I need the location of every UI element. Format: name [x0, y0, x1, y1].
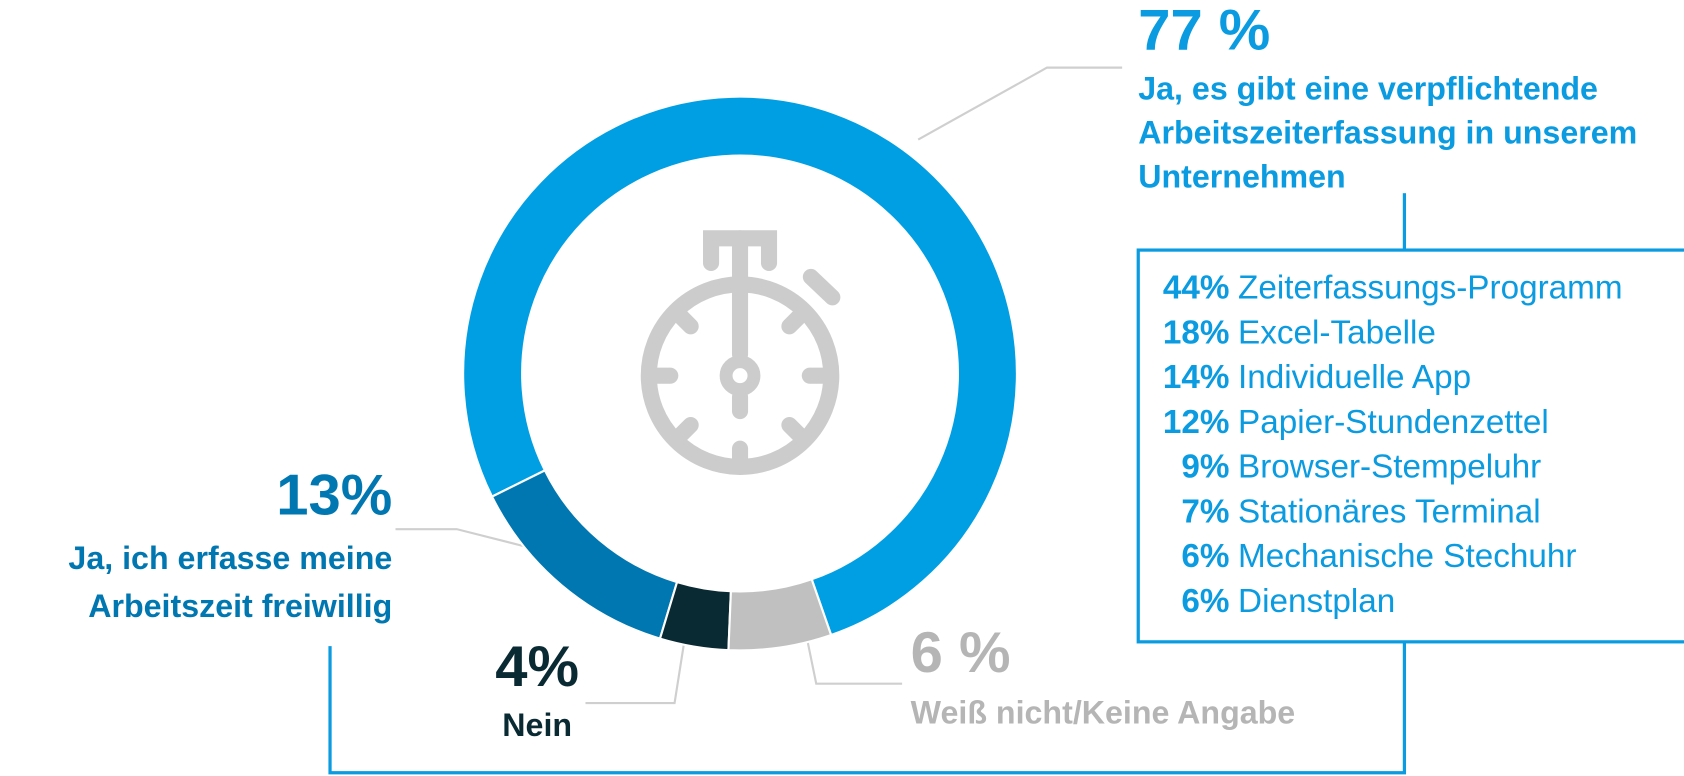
slice-label: Ja, ich erfasse meine	[68, 540, 392, 576]
breakdown-label: Browser-Stempeluhr	[1238, 449, 1541, 486]
breakdown-value: 9%	[1181, 449, 1229, 486]
breakdown-value: 12%	[1163, 404, 1230, 441]
slice-label: Arbeitszeit freiwillig	[88, 588, 392, 624]
donut-slice	[490, 468, 679, 640]
leader-line	[917, 66, 1123, 141]
breakdown-label: Papier-Stundenzettel	[1238, 404, 1549, 441]
bracket-line	[328, 641, 1407, 775]
stopwatch-icon	[640, 230, 841, 475]
breakdown-value: 18%	[1163, 314, 1230, 351]
breakdown-box	[1136, 248, 1684, 644]
slice-label: Weiß nicht/Keine Angabe	[911, 694, 1296, 730]
slice-label: Ja, es gibt eine verpflichtende	[1138, 71, 1598, 107]
breakdown-label: Zeiterfassungs-Programm	[1238, 270, 1623, 307]
leader-line	[585, 641, 686, 705]
slice-value-label: 77 %	[1138, 0, 1270, 63]
slice-label: Nein	[502, 707, 572, 743]
slice-label: Arbeitszeiterfassung in unserem	[1138, 115, 1637, 151]
breakdown-value: 14%	[1163, 359, 1230, 396]
leader-line	[395, 528, 529, 549]
breakdown-label: Excel-Tabelle	[1238, 314, 1436, 351]
breakdown-label: Dienstplan	[1238, 583, 1395, 620]
donut-slice	[462, 95, 1019, 637]
slice-value-label: 4%	[495, 635, 579, 699]
slice-value-label: 13%	[276, 463, 392, 527]
breakdown-label: Mechanische Stechuhr	[1238, 538, 1576, 575]
slice-label: Unternehmen	[1138, 159, 1345, 195]
slice-value-label: 6 %	[911, 621, 1011, 685]
breakdown-value: 7%	[1181, 493, 1229, 530]
donut-slice	[727, 577, 833, 652]
breakdown-label: Stationäres Terminal	[1238, 493, 1541, 530]
breakdown-value: 44%	[1163, 270, 1230, 307]
leader-line	[806, 641, 903, 685]
breakdown-value: 6%	[1181, 538, 1229, 575]
breakdown-value: 6%	[1181, 583, 1229, 620]
breakdown-label: Individuelle App	[1238, 359, 1471, 396]
